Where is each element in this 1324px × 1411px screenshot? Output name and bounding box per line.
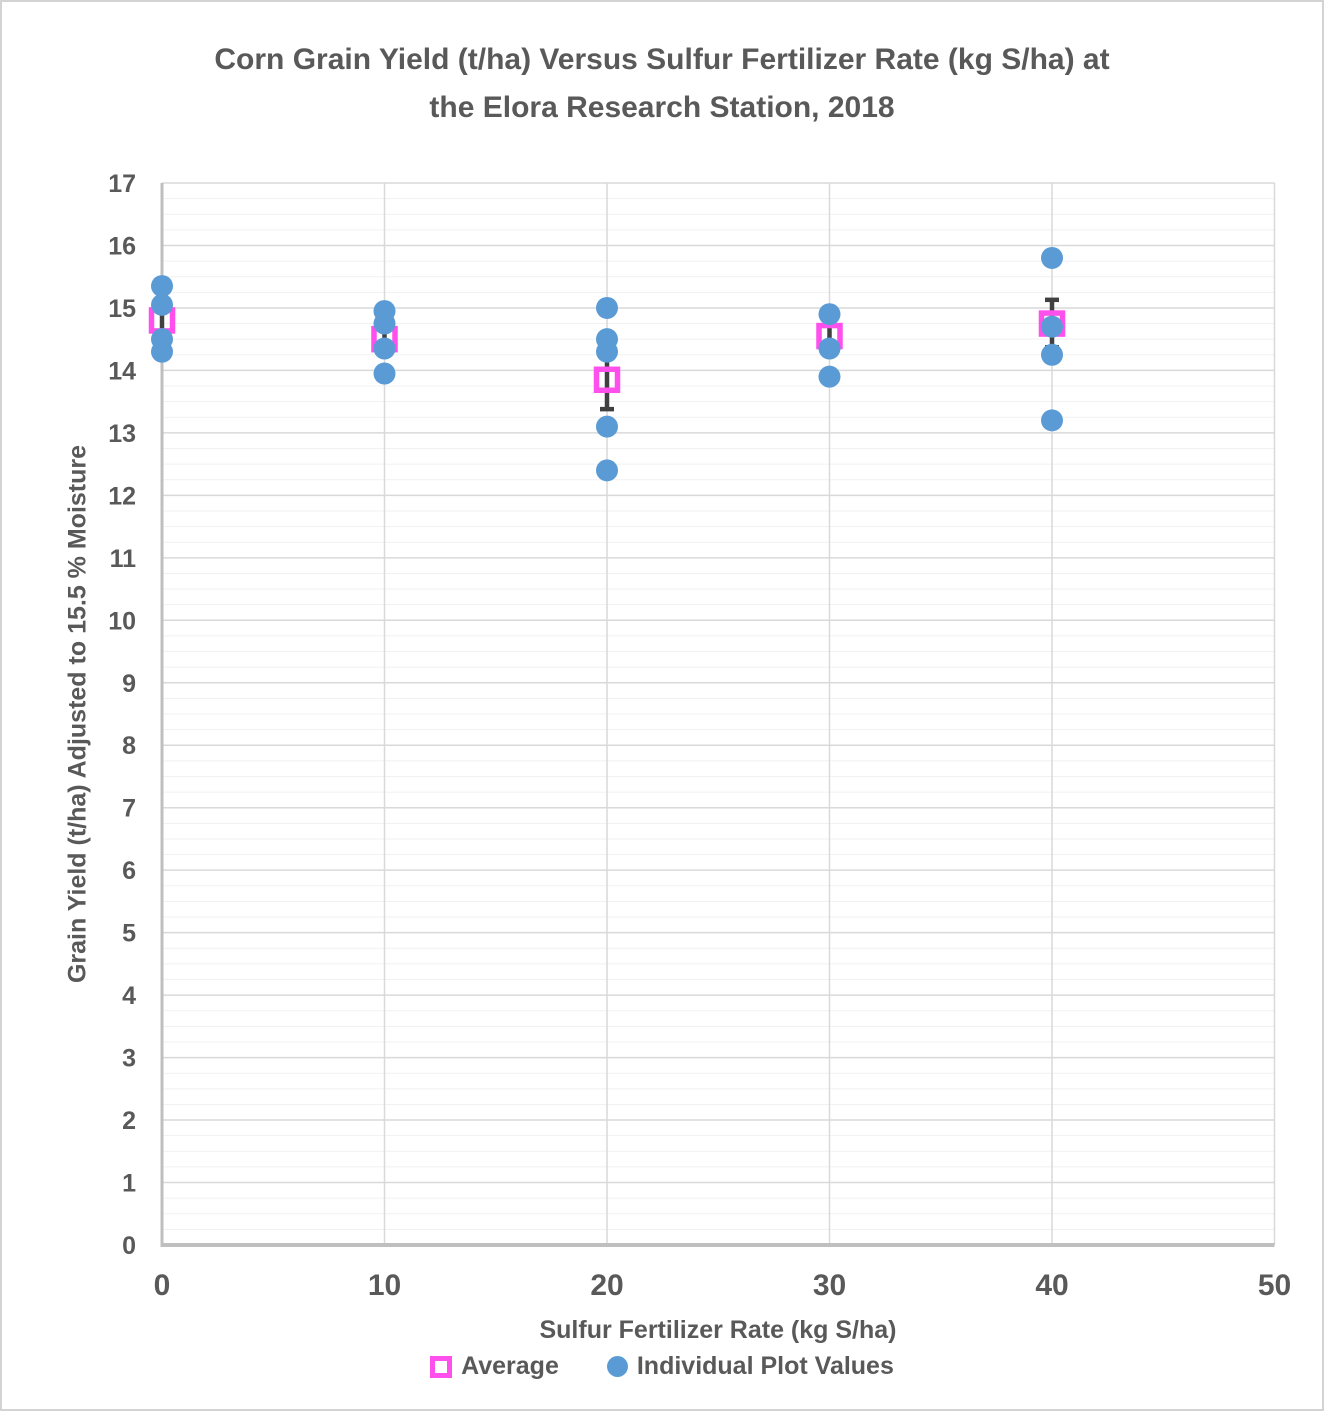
average-marker-icon — [430, 1355, 453, 1378]
individual-point — [596, 459, 618, 482]
legend-label-average: Average — [461, 1352, 559, 1380]
legend-item-average: Average — [430, 1352, 559, 1381]
y-tick-label: 4 — [122, 982, 136, 1010]
chart-title-line1: Corn Grain Yield (t/ha) Versus Sulfur Fe… — [214, 43, 1110, 76]
y-tick-label: 1 — [122, 1170, 136, 1198]
x-tick-label: 10 — [368, 1269, 401, 1302]
y-tick-label: 11 — [110, 545, 137, 573]
legend: Average Individual Plot Values — [2, 1352, 1322, 1381]
y-tick-label: 2 — [122, 1107, 136, 1135]
legend-label-individual: Individual Plot Values — [636, 1352, 894, 1380]
average-marker — [593, 366, 621, 394]
y-tick-label: 14 — [108, 357, 136, 385]
y-tick-label: 16 — [108, 232, 136, 260]
y-tick-label: 17 — [108, 170, 136, 198]
individual-point — [373, 362, 396, 385]
y-tick-label: 7 — [122, 795, 136, 823]
y-tick-label: 8 — [122, 732, 136, 760]
legend-item-individual: Individual Plot Values — [606, 1352, 894, 1381]
x-tick-label: 0 — [154, 1269, 171, 1302]
individual-point — [818, 303, 841, 326]
x-tick-label: 30 — [813, 1269, 846, 1302]
individual-point — [818, 365, 841, 388]
y-tick-label: 15 — [108, 295, 136, 323]
individual-point — [596, 340, 618, 363]
y-tick-label: 9 — [122, 670, 136, 698]
y-tick-label: 5 — [122, 920, 136, 948]
y-axis-title: Grain Yield (t/ha) Adjusted to 15.5 % Mo… — [63, 444, 92, 984]
chart-title: Corn Grain Yield (t/ha) Versus Sulfur Fe… — [2, 36, 1322, 132]
y-tick-label: 6 — [122, 857, 136, 885]
y-tick-label: 0 — [122, 1232, 136, 1260]
individual-point — [151, 275, 173, 298]
chart-title-line2: the Elora Research Station, 2018 — [429, 91, 895, 124]
y-tick-label: 10 — [108, 607, 136, 635]
x-axis-title: Sulfur Fertilizer Rate (kg S/ha) — [539, 1316, 897, 1344]
individual-point — [373, 312, 396, 335]
x-tick-label: 50 — [1258, 1269, 1291, 1302]
individual-plot-marker-icon — [606, 1356, 628, 1377]
individual-point — [1041, 409, 1063, 432]
individual-point — [818, 337, 841, 360]
individual-point — [1041, 343, 1063, 366]
individual-point — [596, 296, 618, 319]
individual-point — [596, 415, 618, 438]
y-tick-label: 12 — [108, 482, 136, 510]
y-tick-label: 13 — [108, 420, 136, 448]
individual-point — [151, 340, 173, 363]
individual-point — [1041, 315, 1063, 338]
individual-point — [373, 337, 396, 360]
individual-point — [1041, 246, 1063, 269]
x-tick-label: 40 — [1035, 1269, 1068, 1302]
y-tick-label: 3 — [122, 1045, 136, 1073]
x-tick-label: 20 — [590, 1269, 623, 1302]
individual-point — [151, 293, 173, 316]
